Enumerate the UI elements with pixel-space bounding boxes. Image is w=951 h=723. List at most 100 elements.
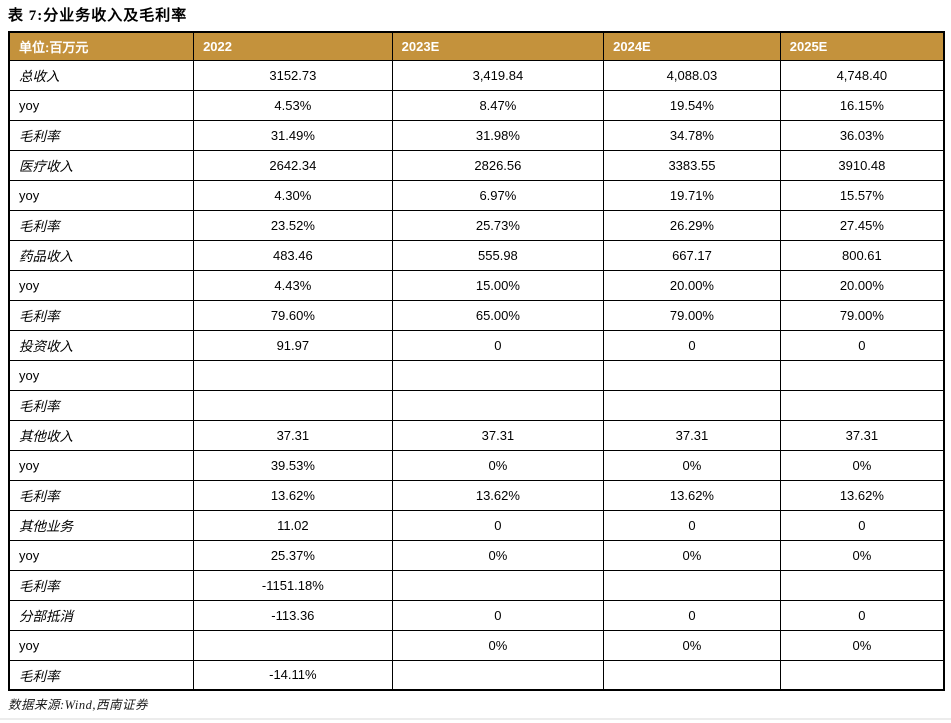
row-label: 分部抵消	[8, 599, 195, 631]
business-revenue-margin-table: 单位:百万元 2022 2023E 2024E 2025E 总收入 3152.73 3,41…	[8, 31, 945, 691]
value-cell: 25.37%	[193, 539, 393, 571]
data-source-note: 数据来源:Wind,西南证券	[8, 698, 148, 712]
row-label: 总收入	[8, 59, 195, 91]
value-cell: 0	[779, 509, 945, 541]
value-cell: 65.00%	[391, 299, 605, 331]
value-cell: 3152.73	[193, 59, 393, 91]
value-cell: 4.43%	[193, 269, 393, 301]
value-cell	[779, 359, 945, 391]
value-cell: 19.71%	[603, 179, 781, 211]
value-cell: 34.78%	[603, 119, 781, 151]
table-row: yoy 4.30% 6.97% 19.71% 15.57%	[8, 179, 945, 211]
table-body: 总收入 3152.73 3,419.84 4,088.03 4,748.40 yoy 4.5…	[8, 59, 945, 691]
row-label: yoy	[8, 359, 195, 391]
value-cell: 15.00%	[391, 269, 605, 301]
table-row: yoy	[8, 359, 945, 391]
value-cell: 8.47%	[391, 89, 605, 121]
value-cell: 0	[603, 599, 781, 631]
value-cell: 31.49%	[193, 119, 393, 151]
row-label: 其他业务	[8, 509, 195, 541]
value-cell	[193, 629, 393, 661]
value-cell	[779, 659, 945, 691]
row-label: yoy	[8, 539, 195, 571]
row-label: yoy	[8, 269, 195, 301]
value-cell: 667.17	[603, 239, 781, 271]
value-cell: 20.00%	[603, 269, 781, 301]
year-header-cell: 2025E	[779, 31, 945, 61]
value-cell: 0%	[603, 539, 781, 571]
value-cell: 2826.56	[391, 149, 605, 181]
value-cell	[391, 659, 605, 691]
value-cell: 13.62%	[193, 479, 393, 511]
table-row: 投资收入 91.97 0 0 0	[8, 329, 945, 361]
unit-header-cell: 单位:百万元	[8, 31, 195, 61]
value-cell: 79.60%	[193, 299, 393, 331]
value-cell: 31.98%	[391, 119, 605, 151]
value-cell: 4.53%	[193, 89, 393, 121]
table-title: 表 7:分业务收入及毛利率	[8, 8, 188, 24]
value-cell	[391, 569, 605, 601]
table-row: 总收入 3152.73 3,419.84 4,088.03 4,748.40	[8, 59, 945, 91]
table-row: yoy 4.43% 15.00% 20.00% 20.00%	[8, 269, 945, 301]
value-cell: -113.36	[193, 599, 393, 631]
value-cell	[603, 389, 781, 421]
value-cell: 79.00%	[603, 299, 781, 331]
value-cell: -1151.18%	[193, 569, 393, 601]
value-cell: 0	[391, 599, 605, 631]
value-cell: 0%	[603, 629, 781, 661]
value-cell: 91.97	[193, 329, 393, 361]
value-cell: 555.98	[391, 239, 605, 271]
value-cell: 4,088.03	[603, 59, 781, 91]
value-cell: 0	[779, 599, 945, 631]
table-row: 其他收入 37.31 37.31 37.31 37.31	[8, 419, 945, 451]
table-row: 毛利率 31.49% 31.98% 34.78% 36.03%	[8, 119, 945, 151]
value-cell: 79.00%	[779, 299, 945, 331]
table-row: yoy 39.53% 0% 0% 0%	[8, 449, 945, 481]
value-cell: 36.03%	[779, 119, 945, 151]
value-cell: 37.31	[779, 419, 945, 451]
value-cell: 483.46	[193, 239, 393, 271]
row-label: yoy	[8, 449, 195, 481]
value-cell: 0	[603, 329, 781, 361]
value-cell: 16.15%	[779, 89, 945, 121]
value-cell: 0	[603, 509, 781, 541]
value-cell	[603, 569, 781, 601]
value-cell: 0	[391, 329, 605, 361]
table-row: 毛利率	[8, 389, 945, 421]
value-cell: 25.73%	[391, 209, 605, 241]
row-label: 毛利率	[8, 389, 195, 421]
row-label: 毛利率	[8, 659, 195, 691]
value-cell: 0%	[391, 539, 605, 571]
row-label: 毛利率	[8, 569, 195, 601]
value-cell: 0%	[391, 449, 605, 481]
value-cell	[193, 389, 393, 421]
value-cell: 23.52%	[193, 209, 393, 241]
value-cell: 800.61	[779, 239, 945, 271]
value-cell: 4.30%	[193, 179, 393, 211]
value-cell: 27.45%	[779, 209, 945, 241]
value-cell: 37.31	[603, 419, 781, 451]
table-row: 分部抵消 -113.36 0 0 0	[8, 599, 945, 631]
row-label: yoy	[8, 629, 195, 661]
value-cell: 0	[779, 329, 945, 361]
year-header-cell: 2022	[193, 31, 393, 61]
year-header-cell: 2024E	[603, 31, 781, 61]
value-cell: 13.62%	[779, 479, 945, 511]
value-cell: 0%	[779, 629, 945, 661]
value-cell: 19.54%	[603, 89, 781, 121]
value-cell	[779, 569, 945, 601]
value-cell: 3,419.84	[391, 59, 605, 91]
row-label: 毛利率	[8, 209, 195, 241]
value-cell	[391, 359, 605, 391]
value-cell: 15.57%	[779, 179, 945, 211]
table-row: 毛利率 -14.11%	[8, 659, 945, 691]
value-cell: 0%	[603, 449, 781, 481]
value-cell: 26.29%	[603, 209, 781, 241]
row-label: 医疗收入	[8, 149, 195, 181]
value-cell: 13.62%	[603, 479, 781, 511]
row-label: 其他收入	[8, 419, 195, 451]
value-cell	[603, 359, 781, 391]
value-cell: 0%	[391, 629, 605, 661]
row-label: 药品收入	[8, 239, 195, 271]
